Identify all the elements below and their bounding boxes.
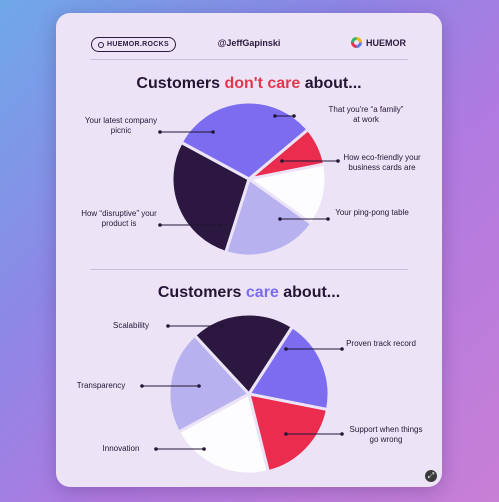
chart2-leader-2: [154, 447, 206, 451]
section1-title-pre: Customers: [136, 75, 225, 92]
chart1-slice-4: [179, 100, 311, 181]
chart2-label-support: Support when things go wrong: [349, 425, 423, 444]
section2-title-highlight: care: [245, 284, 279, 301]
author-handle: @JeffGapinski: [217, 38, 281, 48]
brand: HUEMOR: [351, 37, 406, 48]
chart1-leader-1: [280, 159, 340, 163]
site-label: HUEMOR.ROCKS: [107, 41, 169, 48]
chart1-leader-0: [273, 114, 296, 118]
chart1-label-picnic: Your latest company picnic: [84, 116, 158, 135]
header-divider: [90, 59, 408, 60]
chart1-label-pingpong: Your ping-pong table: [335, 208, 409, 217]
chart2-slice-4: [246, 392, 330, 474]
chart2-leader-0: [284, 347, 344, 351]
section2-title-pre: Customers: [157, 284, 246, 301]
chart2-label-transparency: Transparency: [76, 381, 126, 390]
globe-icon: [98, 41, 104, 48]
chart1-slice-2: [223, 176, 314, 258]
section1-title: Customers don't care about...: [56, 75, 442, 93]
brand-logo-icon: [351, 37, 362, 48]
expand-icon[interactable]: ⤢: [425, 470, 437, 482]
chart2-leader-4: [166, 324, 224, 328]
chart2-label-innovation: Innovation: [102, 444, 140, 453]
infographic-card: HUEMOR.ROCKS @JeffGapinski HUEMOR Custom…: [56, 13, 442, 487]
section2-title-post: about...: [278, 284, 341, 301]
section1-title-post: about...: [300, 75, 362, 92]
chart1-leader-4: [158, 130, 215, 134]
chart2-leader-1: [284, 432, 344, 436]
chart2-slice-0: [176, 391, 271, 476]
chart2-leader-3: [140, 384, 201, 388]
chart2-label-track: Proven track record: [346, 339, 416, 348]
chart2-label-scalability: Scalability: [112, 321, 149, 330]
chart1-label-family: That you're “a family” at work: [328, 105, 404, 124]
chart1-leader-2: [278, 217, 330, 221]
section1-title-highlight: don't care: [224, 75, 301, 92]
chart1-label-disruptive: How “disruptive” your product is: [81, 209, 157, 228]
section-divider: [90, 269, 408, 270]
brand-name: HUEMOR: [366, 37, 406, 48]
chart2-slice-2: [192, 312, 295, 397]
chart2-slice-3: [246, 324, 331, 412]
section2-title: Customers care about...: [56, 284, 442, 302]
header: HUEMOR.ROCKS @JeffGapinski HUEMOR: [56, 13, 442, 71]
chart1-leader-3: [158, 223, 222, 227]
chart2-slice-1: [167, 333, 252, 435]
site-pill[interactable]: HUEMOR.ROCKS: [91, 37, 176, 52]
chart1-label-eco: How eco-friendly your business cards are: [343, 153, 421, 172]
pie-charts: [140, 100, 344, 476]
